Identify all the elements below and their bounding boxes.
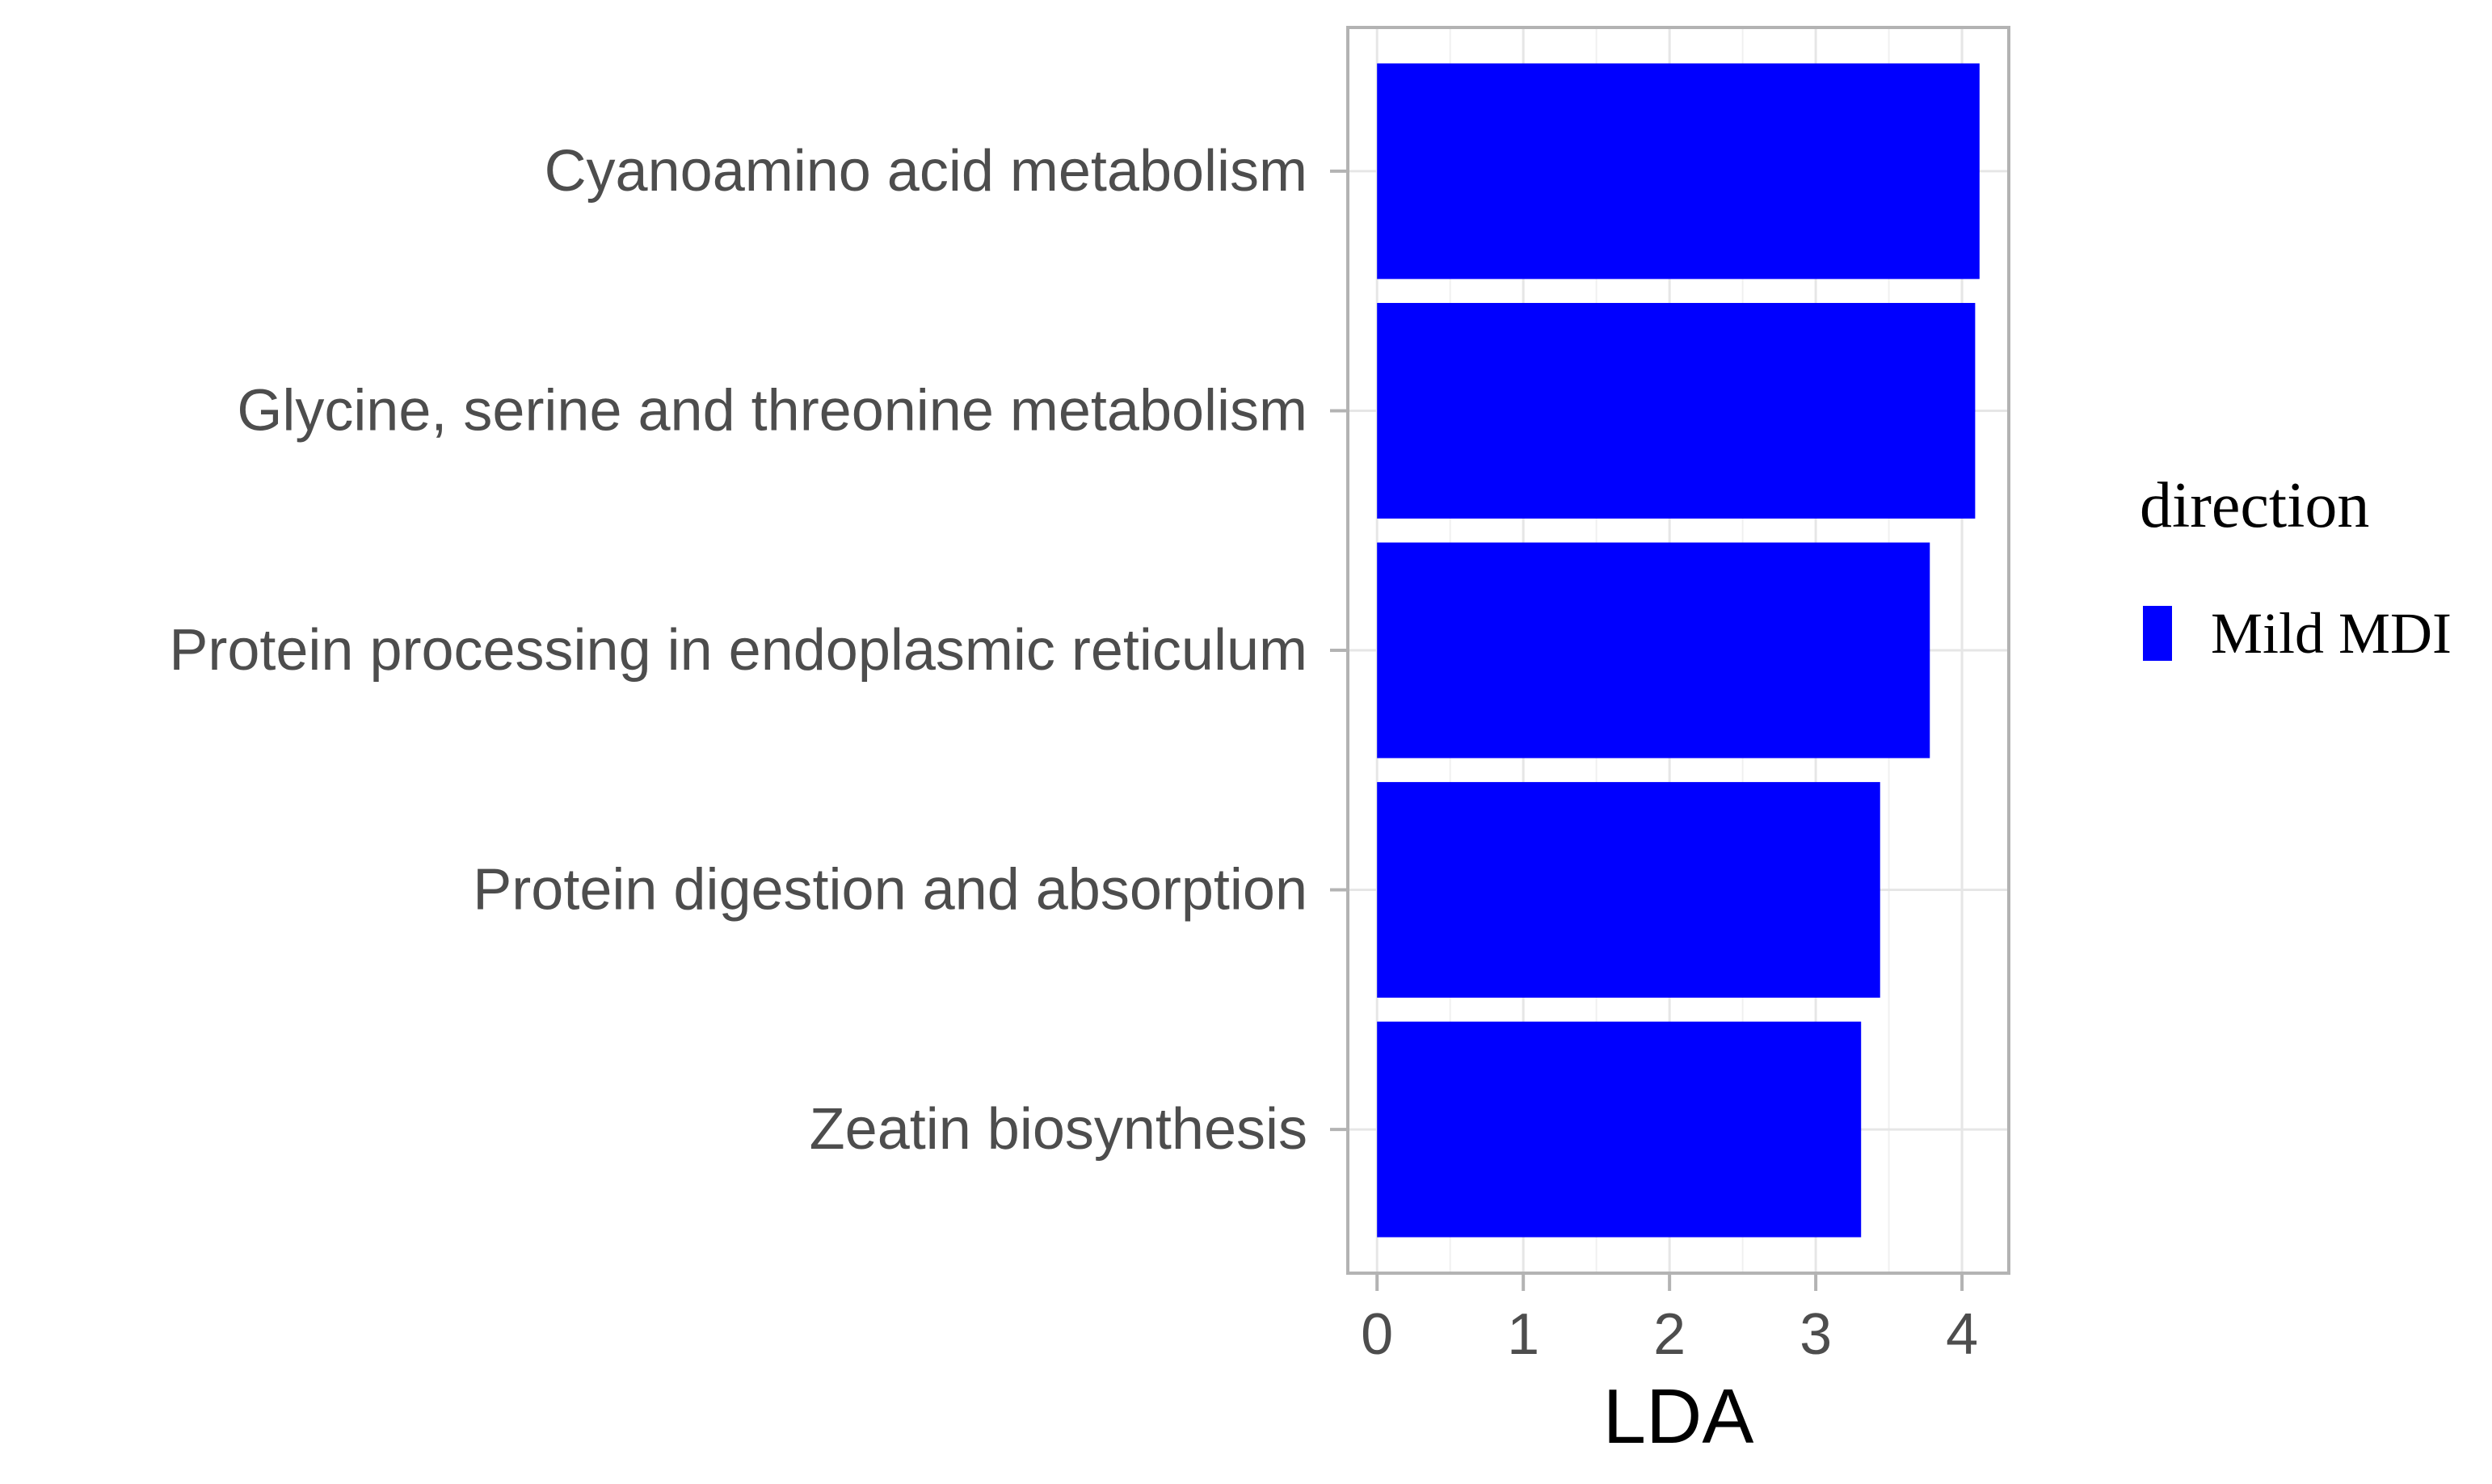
x-tick-label: 4 [1946,1302,1978,1367]
y-tick-label: Protein digestion and absorption [473,858,1307,923]
y-tick-label: Zeatin biosynthesis [810,1097,1307,1162]
legend: direction Mild MDI [2140,470,2452,666]
x-tick-label: 3 [1800,1302,1832,1367]
legend-label: Mild MDI [2211,601,2452,666]
x-axis-title: LDA [1603,1373,1754,1460]
y-tick-label: Glycine, serine and threonine metabolism [237,378,1307,443]
bar [1377,303,1976,519]
x-tick-label: 2 [1653,1302,1686,1367]
legend-title: direction [2140,470,2369,541]
y-tick-label: Cyanoamino acid metabolism [545,139,1307,204]
bar [1377,782,1880,998]
x-tick-label: 1 [1507,1302,1539,1367]
x-axis: 0 1 2 3 4 [1361,1273,1978,1367]
bar [1377,1021,1862,1238]
bar [1377,542,1930,759]
bar [1377,63,1980,280]
y-tick-label: Protein processing in endoplasmic reticu… [169,618,1307,683]
legend-swatch [2143,606,2172,661]
x-tick-label: 0 [1361,1302,1393,1367]
y-axis: Cyanoamino acid metabolism Glycine, serin… [169,139,1348,1162]
bar-layer [1377,63,1980,1238]
